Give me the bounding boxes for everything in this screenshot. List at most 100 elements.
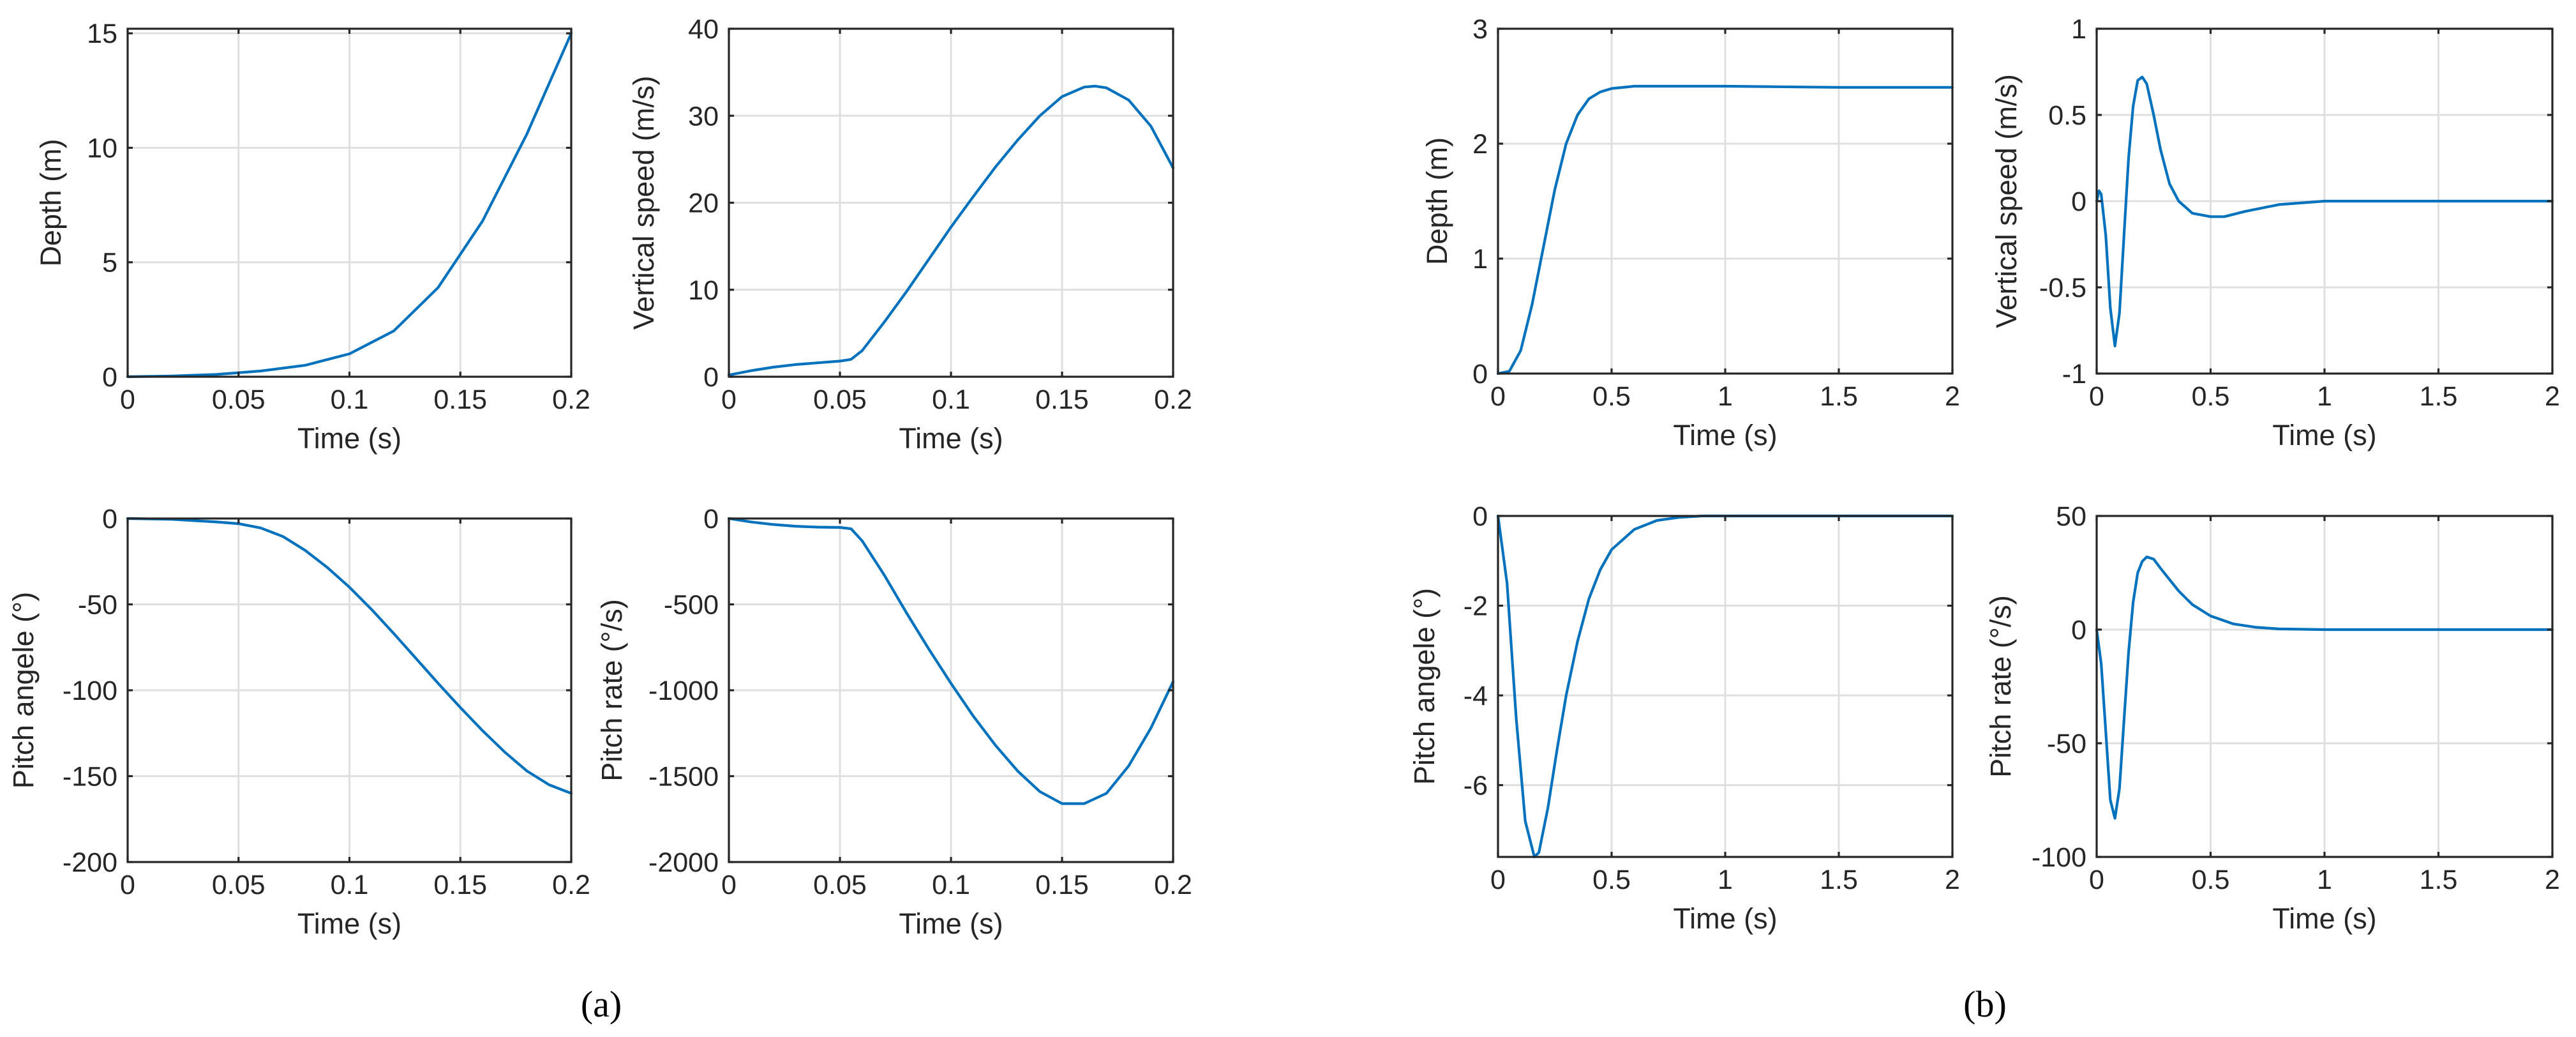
y-tick-label: 40 (688, 14, 719, 45)
x-tick-label: 2 (1945, 381, 1960, 412)
y-axis-label: Vertical speed (m/s) (627, 76, 660, 330)
chart-a-depth: 0 0.05 0.1 0.15 0.2 0 5 10 15 Time (s) Depth (m) (34, 19, 590, 455)
x-axis-label: Time (s) (297, 422, 401, 455)
x-tick-label: 0 (2089, 381, 2104, 412)
y-tick-label: 10 (87, 133, 117, 163)
x-tick-label: 0.5 (2192, 381, 2230, 412)
x-tick-label: 0.1 (932, 384, 970, 415)
chart-a-vspeed: 0 0.05 0.1 0.15 0.2 0 10 20 30 40 Time (s) Vertical… (627, 14, 1192, 455)
x-tick-label: 0.05 (212, 870, 266, 900)
x-tick-label: 0.05 (813, 870, 867, 900)
x-tick-label: 2 (2545, 865, 2560, 895)
x-tick-label: 1 (1718, 381, 1733, 412)
x-axis-label: Time (s) (1673, 902, 1777, 935)
y-tick-label: 0 (2071, 615, 2086, 646)
y-tick-label: -2 (1464, 591, 1488, 622)
x-tick-label: 2 (1945, 865, 1960, 895)
x-axis-label: Time (s) (2272, 902, 2376, 935)
x-tick-label: 1.5 (1820, 381, 1858, 412)
panel-label-b: (b) (1963, 983, 2007, 1025)
x-tick-label: 0.2 (552, 384, 590, 415)
x-tick-label: 0.5 (1592, 381, 1631, 412)
x-tick-label: 0 (1490, 865, 1506, 895)
x-tick-label: 2 (2545, 381, 2560, 412)
x-tick-label: 0.1 (331, 870, 369, 900)
x-tick-label: 0.05 (813, 384, 867, 415)
x-tick-label: 0 (1490, 381, 1506, 412)
x-tick-label: 1 (2317, 865, 2332, 895)
data-line-b-depth (1496, 84, 1954, 375)
x-tick-label: 0.1 (932, 870, 970, 900)
x-axis-label: Time (s) (899, 422, 1003, 455)
x-tick-label: 0 (2089, 865, 2104, 895)
x-tick-label: 0.2 (552, 870, 590, 900)
y-axis-label: Pitch rate (°/s) (595, 599, 628, 782)
y-tick-label: 0 (703, 504, 719, 534)
chart-b-depth: 0 0.5 1 1.5 2 0 1 2 3 Time (s) Depth (m) (1421, 14, 1960, 451)
chart-b-pitchrate: 0 0.5 1 1.5 2 -100 -50 0 50 Time (s) Pitch rate (°… (1984, 501, 2560, 935)
y-tick-label: -50 (78, 590, 117, 621)
y-axis-label: Pitch angele (°) (1408, 588, 1441, 785)
x-axis-label: Time (s) (297, 907, 401, 940)
y-tick-label: 50 (2056, 501, 2086, 532)
x-tick-label: 0.15 (1035, 870, 1089, 900)
chart-b-pitch: 0 0.5 1 1.5 2 -6 -4 -2 0 Time (s) Pitch angele (°) (1408, 501, 1960, 935)
x-tick-label: 0 (721, 870, 737, 900)
y-tick-label: 0 (102, 362, 117, 393)
x-tick-label: 0.2 (1154, 384, 1192, 415)
data-line-b-vspeed (2095, 75, 2554, 347)
y-tick-label: 1 (2071, 14, 2086, 45)
x-tick-label: 0.15 (433, 870, 487, 900)
x-tick-label: 0 (120, 870, 135, 900)
data-line-a-vspeed (727, 84, 1175, 377)
y-tick-label: -200 (63, 847, 117, 878)
y-tick-label: -50 (2047, 729, 2086, 759)
y-tick-label: 0 (1472, 501, 1488, 532)
y-tick-label: 0 (703, 362, 719, 393)
data-line-b-pitchrate (2095, 555, 2554, 820)
x-tick-label: 1.5 (2420, 381, 2458, 412)
y-tick-label: -100 (63, 676, 117, 706)
x-tick-label: 0.15 (1035, 384, 1089, 415)
y-tick-label: -1000 (648, 676, 719, 706)
y-tick-label: 3 (1472, 14, 1488, 45)
x-tick-label: 1 (2317, 381, 2332, 412)
y-tick-label: -4 (1464, 681, 1488, 711)
x-tick-label: 0.5 (1592, 865, 1631, 895)
y-axis-label: Depth (m) (34, 139, 67, 266)
y-tick-label: 2 (1472, 129, 1488, 160)
y-tick-label: -150 (63, 762, 117, 792)
y-tick-label: 10 (688, 275, 719, 306)
y-tick-label: -2000 (648, 847, 719, 878)
y-tick-label: 30 (688, 101, 719, 132)
x-axis-label: Time (s) (1673, 419, 1777, 451)
y-tick-label: -1 (2062, 359, 2086, 390)
y-tick-label: 0 (1472, 359, 1488, 390)
chart-b-vspeed: 0 0.5 1 1.5 2 -1 -0.5 0 0.5 1 Time (s) Vertical spe… (1990, 14, 2560, 451)
y-axis-label: Depth (m) (1421, 137, 1453, 265)
y-tick-label: -100 (2032, 842, 2086, 873)
chart-a-pitchrate: 0 0.05 0.1 0.15 0.2 -2000 -1500 -1000 -500 0 Time … (595, 504, 1192, 940)
x-tick-label: 1.5 (2420, 865, 2458, 895)
y-tick-label: 20 (688, 188, 719, 219)
x-tick-label: 0.05 (212, 384, 266, 415)
panel-label-a: (a) (581, 983, 622, 1025)
x-tick-label: 0 (120, 384, 135, 415)
y-tick-label: -1500 (648, 762, 719, 792)
x-axis-label: Time (s) (2272, 419, 2376, 451)
data-line-a-depth (126, 32, 573, 379)
x-tick-label: 0 (721, 384, 737, 415)
x-tick-label: 0.1 (331, 384, 369, 415)
y-tick-label: 0 (102, 504, 117, 534)
chart-a-pitch: 0 0.05 0.1 0.15 0.2 -200 -150 -100 -50 0 Time (s) P… (7, 504, 590, 940)
x-tick-label: 0.2 (1154, 870, 1192, 900)
y-tick-label: -6 (1464, 771, 1488, 801)
y-tick-label: 0.5 (2048, 100, 2086, 131)
x-tick-label: 1.5 (1820, 865, 1858, 895)
data-line-a-pitchrate (727, 517, 1175, 805)
y-axis-label: Pitch angele (°) (7, 592, 40, 789)
x-tick-label: 0.5 (2192, 865, 2230, 895)
y-tick-label: -0.5 (2039, 273, 2086, 303)
data-line-a-pitch (126, 517, 573, 795)
